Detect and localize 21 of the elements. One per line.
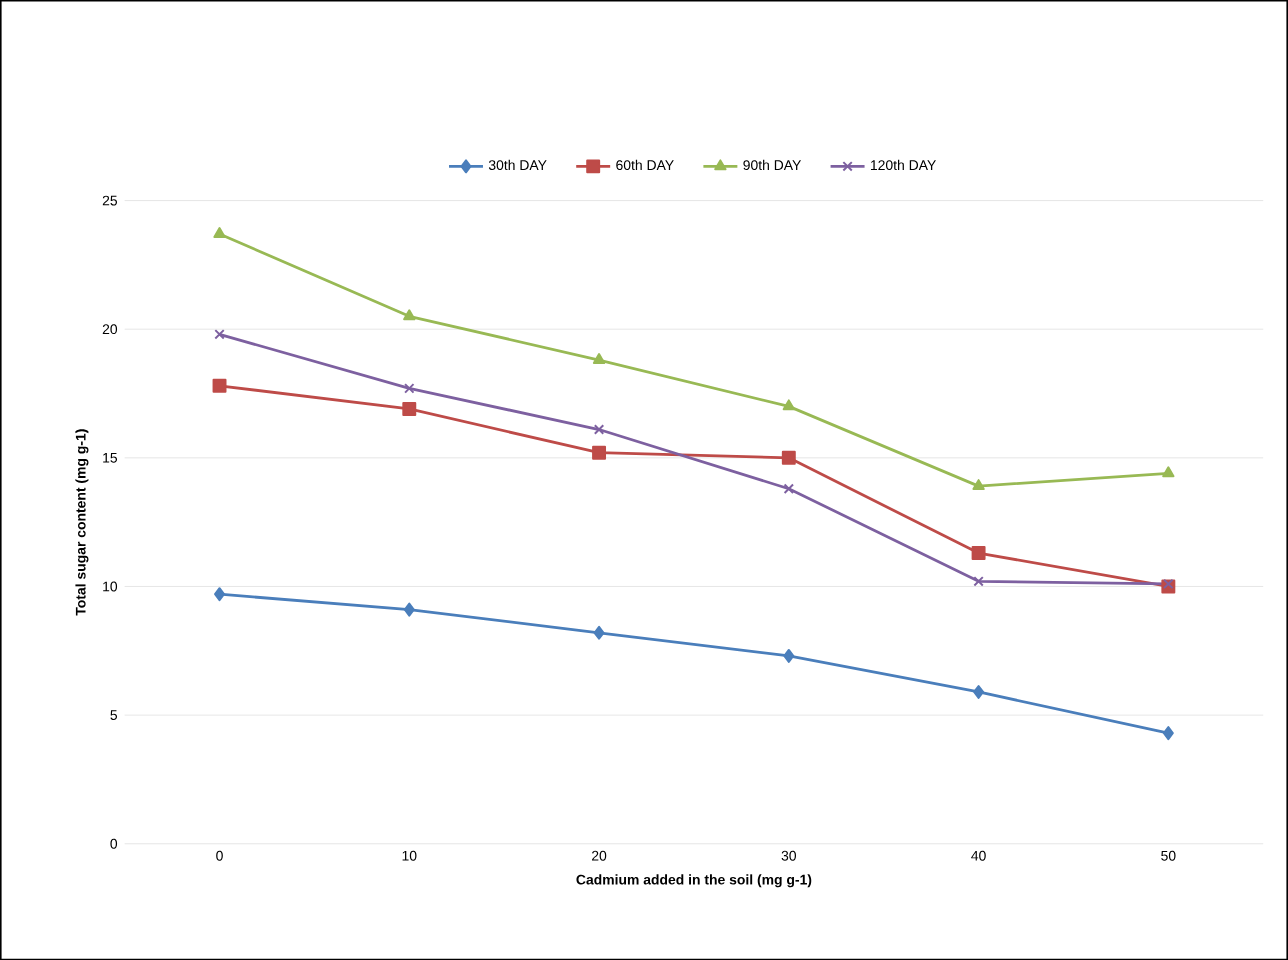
point xyxy=(971,545,986,560)
point xyxy=(404,382,415,394)
point xyxy=(973,684,985,699)
point xyxy=(403,309,416,321)
point xyxy=(214,587,225,601)
point xyxy=(1162,725,1174,740)
point xyxy=(403,602,415,617)
point xyxy=(592,445,607,460)
point xyxy=(973,575,984,587)
point xyxy=(783,483,795,494)
point xyxy=(593,625,605,640)
point xyxy=(213,226,226,238)
point xyxy=(592,352,606,364)
point xyxy=(593,424,605,435)
point xyxy=(782,399,795,411)
point xyxy=(212,378,227,393)
point xyxy=(402,401,417,416)
point xyxy=(781,450,796,465)
point xyxy=(783,648,795,663)
point xyxy=(1162,466,1175,478)
point xyxy=(972,478,985,490)
